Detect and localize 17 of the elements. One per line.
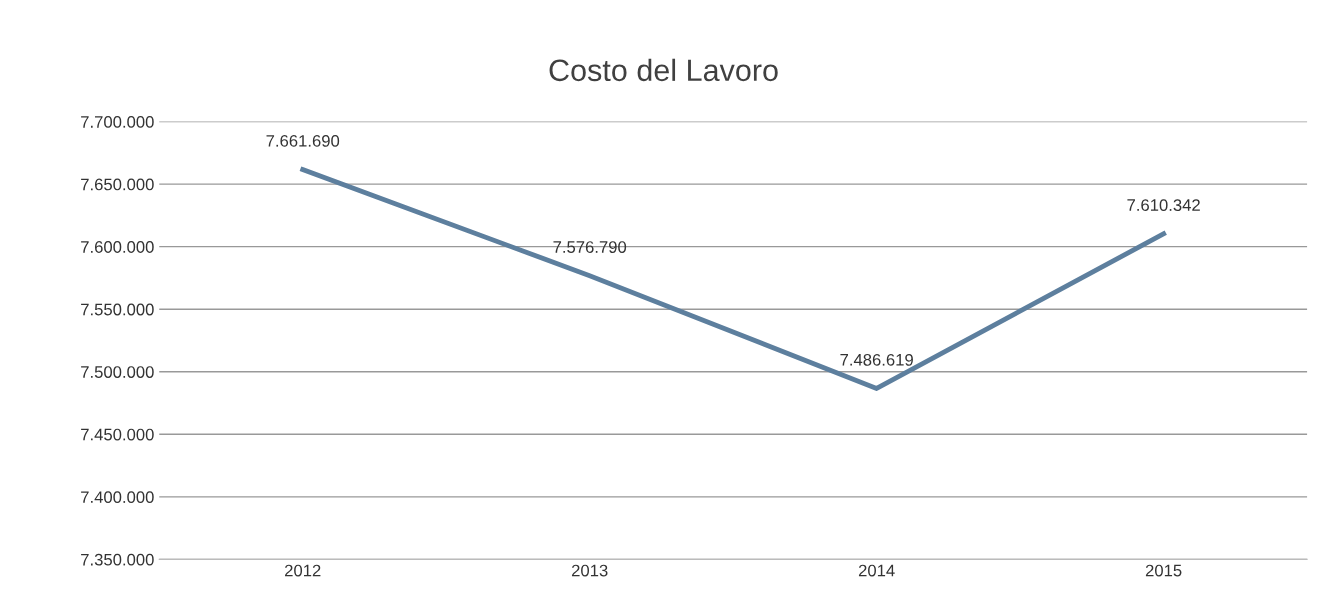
chart-title: Costo del Lavoro (549, 58, 778, 82)
y-tick-label: 7.450.000 (81, 428, 154, 441)
x-tick-label: 2015 (1145, 564, 1182, 577)
x-tick-label: 2012 (285, 564, 321, 577)
y-tick-label: 7.350.000 (81, 553, 154, 566)
x-tick-label: 2013 (571, 564, 608, 577)
x-tick-label: 2014 (858, 564, 895, 577)
y-tick-label: 7.650.000 (81, 178, 154, 191)
data-label: 7.661.690 (266, 134, 340, 147)
data-label: 7.610.342 (1127, 199, 1200, 211)
y-tick-label: 7.500.000 (81, 366, 154, 378)
y-tick-label: 7.600.000 (81, 241, 154, 253)
y-tick-label: 7.700.000 (81, 116, 154, 128)
data-label: 7.576.790 (553, 241, 627, 253)
y-tick-label: 7.400.000 (81, 491, 154, 504)
y-tick-label: 7.550.000 (81, 303, 154, 316)
data-label: 7.486.619 (840, 353, 913, 366)
